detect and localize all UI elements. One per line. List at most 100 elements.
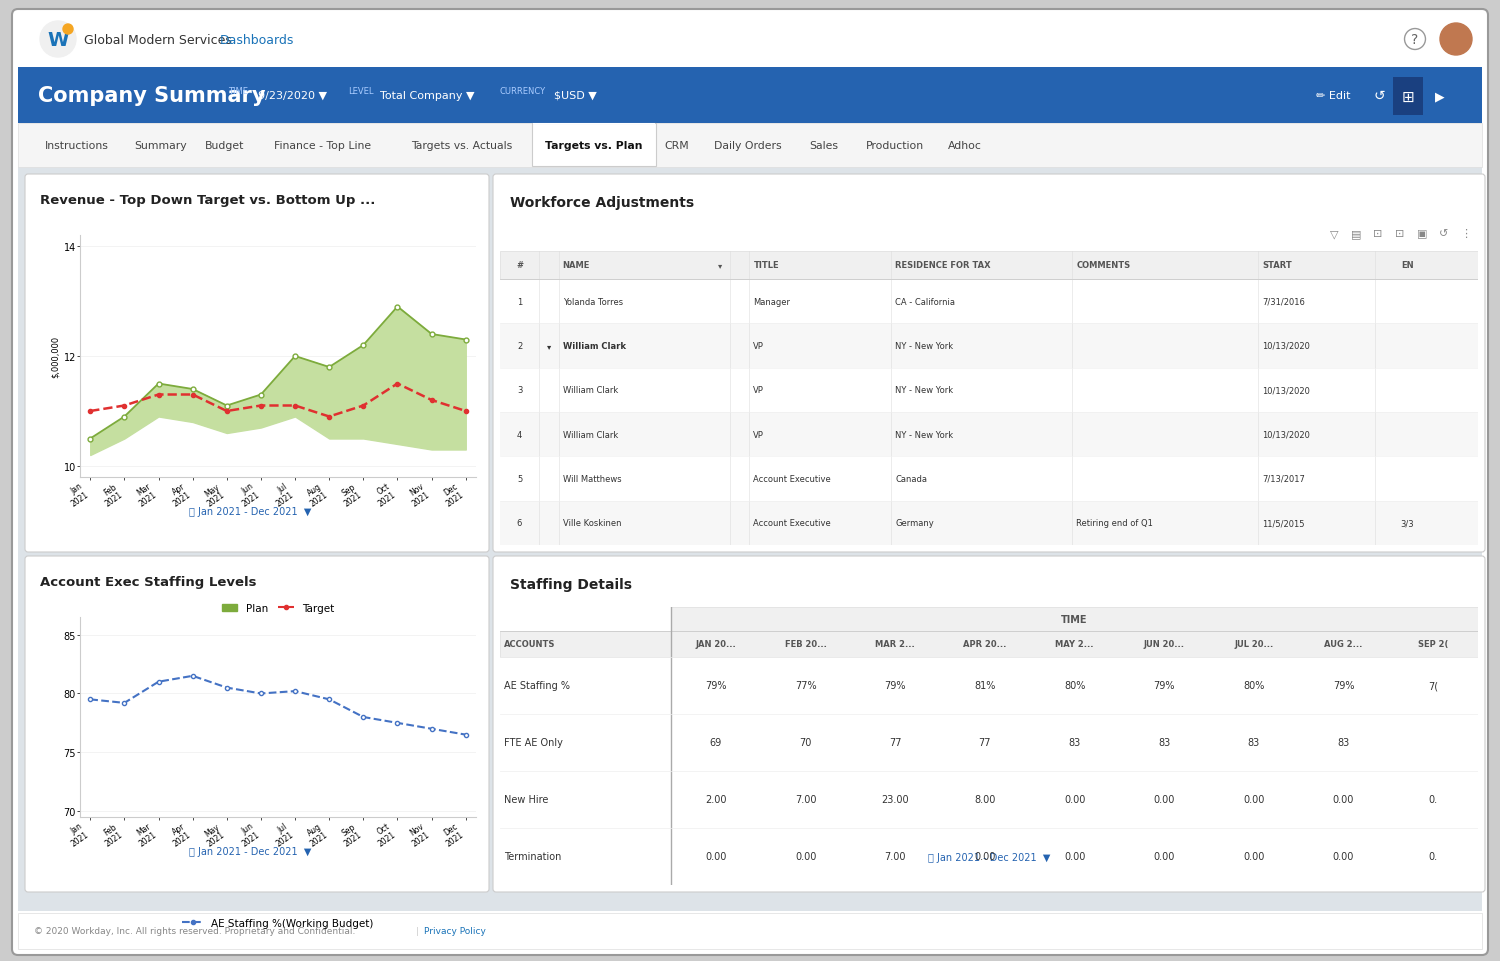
Bar xyxy=(18,68,1482,124)
Text: Instructions: Instructions xyxy=(45,141,110,151)
Bar xyxy=(18,913,1482,949)
FancyBboxPatch shape xyxy=(494,556,1485,892)
Text: Account Exec Staffing Levels: Account Exec Staffing Levels xyxy=(40,576,256,588)
Text: Revenue - Top Down Target vs. Bottom Up ...: Revenue - Top Down Target vs. Bottom Up … xyxy=(40,194,375,207)
Text: 70: 70 xyxy=(800,738,812,748)
Text: 83: 83 xyxy=(1068,738,1080,748)
Text: TIME: TIME xyxy=(1062,614,1088,625)
Text: 7.00: 7.00 xyxy=(795,795,816,804)
Text: © 2020 Workday, Inc. All rights reserved. Proprietary and Confidential.: © 2020 Workday, Inc. All rights reserved… xyxy=(34,926,356,935)
Y-axis label: $,000,000: $,000,000 xyxy=(51,335,60,378)
Bar xyxy=(18,12,1482,68)
Bar xyxy=(18,168,1482,911)
Text: 0.00: 0.00 xyxy=(1064,795,1086,804)
Text: 0.00: 0.00 xyxy=(1334,795,1354,804)
Text: 83: 83 xyxy=(1338,738,1350,748)
Text: 10/13/2020: 10/13/2020 xyxy=(1262,431,1310,439)
Text: 0.00: 0.00 xyxy=(1244,851,1264,862)
Text: Sales: Sales xyxy=(810,141,838,151)
Text: 11/5/2015: 11/5/2015 xyxy=(1262,519,1305,528)
Text: 77%: 77% xyxy=(795,680,816,691)
Text: ?: ? xyxy=(1412,33,1419,47)
Bar xyxy=(670,607,1478,631)
Text: TIME: TIME xyxy=(228,86,248,95)
Text: Privacy Policy: Privacy Policy xyxy=(424,926,486,935)
Text: 2: 2 xyxy=(518,342,522,351)
Circle shape xyxy=(1440,24,1472,56)
Text: FTE AE Only: FTE AE Only xyxy=(504,738,562,748)
Text: VP: VP xyxy=(753,386,765,395)
Text: Termination: Termination xyxy=(504,851,561,862)
Text: 6: 6 xyxy=(518,519,522,528)
Text: Targets vs. Plan: Targets vs. Plan xyxy=(546,141,644,151)
Text: 83: 83 xyxy=(1248,738,1260,748)
Text: Will Matthews: Will Matthews xyxy=(562,475,621,483)
Text: 5: 5 xyxy=(518,475,522,483)
Text: New Hire: New Hire xyxy=(504,795,549,804)
Text: 83: 83 xyxy=(1158,738,1170,748)
Text: 10/13/2020: 10/13/2020 xyxy=(1262,386,1310,395)
Text: 📌 Jan 2021 - Dec 2021  ▼: 📌 Jan 2021 - Dec 2021 ▼ xyxy=(928,852,1050,862)
Text: NAME: NAME xyxy=(562,261,590,270)
Text: ACCOUNTS: ACCOUNTS xyxy=(504,640,555,649)
Text: JUN 20...: JUN 20... xyxy=(1143,640,1185,649)
Bar xyxy=(500,252,1478,280)
Text: AE Staffing %: AE Staffing % xyxy=(504,680,570,691)
Text: TITLE: TITLE xyxy=(753,261,778,270)
Text: Budget: Budget xyxy=(204,141,245,151)
Bar xyxy=(500,501,1478,546)
Text: Ville Koskinen: Ville Koskinen xyxy=(562,519,621,528)
Text: 23.00: 23.00 xyxy=(882,795,909,804)
Text: 80%: 80% xyxy=(1064,680,1086,691)
Text: NY - New York: NY - New York xyxy=(896,431,954,439)
Text: Dashboards: Dashboards xyxy=(220,34,294,46)
Text: NY - New York: NY - New York xyxy=(896,386,954,395)
Text: Summary: Summary xyxy=(134,141,186,151)
Text: CURRENCY: CURRENCY xyxy=(500,86,546,95)
Text: ✏ Edit: ✏ Edit xyxy=(1316,91,1350,101)
Text: ▾: ▾ xyxy=(548,342,550,351)
Bar xyxy=(532,124,656,167)
Text: 7/31/2016: 7/31/2016 xyxy=(1262,297,1305,307)
Text: 81%: 81% xyxy=(974,680,996,691)
Text: ▾: ▾ xyxy=(717,261,722,270)
Text: 3/3: 3/3 xyxy=(1401,519,1414,528)
Legend: AE Staffing %(Working Budget): AE Staffing %(Working Budget) xyxy=(178,914,378,932)
Text: 3: 3 xyxy=(518,386,522,395)
Text: 7.00: 7.00 xyxy=(885,851,906,862)
Text: NY - New York: NY - New York xyxy=(896,342,954,351)
Text: 1: 1 xyxy=(518,297,522,307)
Text: Global Modern Services: Global Modern Services xyxy=(84,34,232,46)
Text: 79%: 79% xyxy=(885,680,906,691)
Text: 0.00: 0.00 xyxy=(1154,851,1174,862)
FancyBboxPatch shape xyxy=(12,10,1488,955)
Text: VP: VP xyxy=(753,342,765,351)
FancyBboxPatch shape xyxy=(494,175,1485,553)
Bar xyxy=(500,631,1478,657)
Text: Canada: Canada xyxy=(896,475,927,483)
Text: 79%: 79% xyxy=(1154,680,1174,691)
Text: Account Executive: Account Executive xyxy=(753,519,831,528)
Text: 0.00: 0.00 xyxy=(974,851,996,862)
Text: Adhoc: Adhoc xyxy=(948,141,982,151)
Text: 7/13/2017: 7/13/2017 xyxy=(1262,475,1305,483)
Text: SEP 2(: SEP 2( xyxy=(1418,640,1449,649)
Bar xyxy=(18,124,1482,168)
Text: JUL 20...: JUL 20... xyxy=(1234,640,1274,649)
Text: 0.00: 0.00 xyxy=(1154,795,1174,804)
Text: 10/13/2020: 10/13/2020 xyxy=(1262,342,1310,351)
Bar xyxy=(534,124,654,125)
Text: Daily Orders: Daily Orders xyxy=(714,141,782,151)
Text: ⋮: ⋮ xyxy=(1461,229,1472,238)
Text: 0.00: 0.00 xyxy=(1244,795,1264,804)
Text: William Clark: William Clark xyxy=(562,431,618,439)
FancyBboxPatch shape xyxy=(26,556,489,892)
Text: CA - California: CA - California xyxy=(896,297,956,307)
Text: 0.00: 0.00 xyxy=(1334,851,1354,862)
Text: 0.00: 0.00 xyxy=(795,851,816,862)
Text: Germany: Germany xyxy=(896,519,934,528)
Text: APR 20...: APR 20... xyxy=(963,640,1006,649)
FancyBboxPatch shape xyxy=(26,175,489,553)
Text: 69: 69 xyxy=(710,738,722,748)
Bar xyxy=(1394,78,1423,116)
